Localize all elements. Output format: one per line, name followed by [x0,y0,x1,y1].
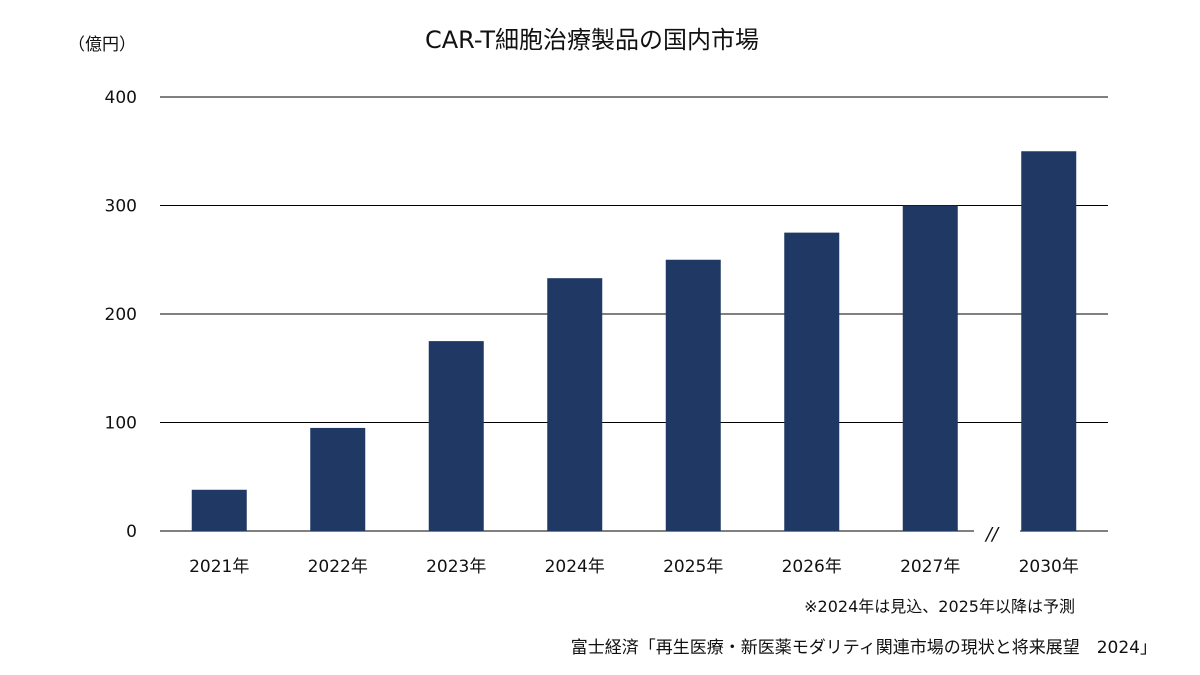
x-tick-label: 2025年 [663,557,723,577]
source-citation: 富士経済「再生医療・新医薬モダリティ関連市場の現状と将来展望 2024」 [571,638,1157,658]
bar [1021,151,1077,531]
bar [784,232,840,531]
x-axis-ticks: 2021年 2022年 2023年 2024年 2025年 2026年 2027年 2030年 [189,557,1079,577]
x-tick-label: 2027年 [900,557,960,577]
x-tick-label: 2030年 [1019,557,1079,577]
x-tick-label: 2022年 [308,557,368,577]
x-tick-label: 2024年 [545,557,605,577]
y-tick-label: 300 [105,197,137,217]
y-tick-label: 0 [126,522,137,542]
bar [547,278,603,531]
chart-title: CAR-T細胞治療製品の国内市場 [425,26,759,54]
x-tick-label: 2026年 [782,557,842,577]
y-axis-unit-label: （億円） [68,35,136,55]
x-tick-label: 2021年 [189,557,249,577]
bar [191,489,247,531]
y-tick-label: 100 [105,414,137,434]
gridlines [160,96,1108,532]
axis-break-gap [974,524,1020,538]
bar [902,205,958,531]
y-tick-label: 200 [105,305,137,325]
axis-break-mark: // [984,524,1000,545]
bar [310,427,366,531]
y-tick-label: 400 [105,88,137,108]
bar [665,259,721,531]
forecast-note: ※2024年は見込、2025年以降は予測 [804,597,1075,616]
y-axis-ticks: 0 100 200 300 400 [105,88,137,542]
bar [428,341,484,531]
bars [191,151,1077,531]
x-tick-label: 2023年 [426,557,486,577]
